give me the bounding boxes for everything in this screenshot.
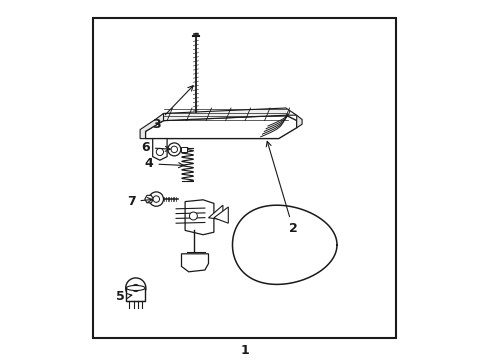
- Polygon shape: [213, 207, 228, 223]
- Circle shape: [189, 212, 197, 220]
- Polygon shape: [185, 200, 213, 235]
- Polygon shape: [140, 113, 163, 139]
- Text: 2: 2: [266, 141, 297, 235]
- Text: 7: 7: [126, 195, 152, 208]
- Circle shape: [171, 146, 177, 153]
- Polygon shape: [181, 254, 208, 272]
- Circle shape: [167, 143, 181, 156]
- Polygon shape: [208, 205, 223, 220]
- Circle shape: [125, 278, 145, 298]
- Bar: [93, 18, 395, 338]
- Text: 5: 5: [116, 291, 132, 303]
- Bar: [181, 147, 186, 152]
- Polygon shape: [163, 108, 296, 121]
- Circle shape: [156, 148, 163, 156]
- Text: 1: 1: [240, 345, 248, 357]
- Polygon shape: [296, 115, 302, 128]
- Polygon shape: [144, 195, 153, 203]
- FancyBboxPatch shape: [126, 288, 145, 301]
- Polygon shape: [152, 139, 167, 160]
- Polygon shape: [145, 115, 296, 139]
- Circle shape: [153, 196, 159, 202]
- Text: 3: 3: [152, 86, 193, 131]
- Text: 6: 6: [141, 141, 170, 154]
- Circle shape: [149, 192, 163, 206]
- Text: 4: 4: [144, 157, 183, 170]
- Ellipse shape: [126, 285, 145, 291]
- Circle shape: [132, 284, 139, 292]
